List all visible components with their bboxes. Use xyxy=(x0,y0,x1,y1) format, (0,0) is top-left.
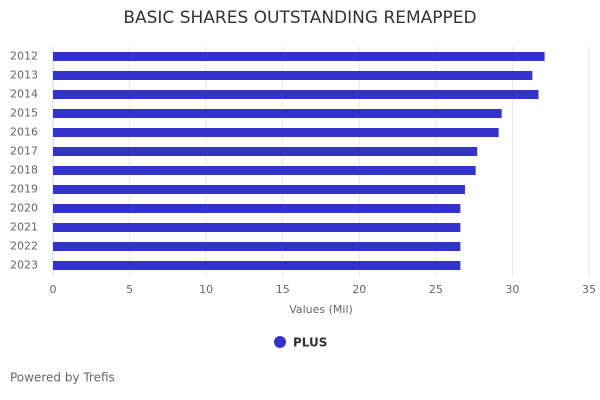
y-tick-label: 2022 xyxy=(10,240,38,253)
x-tick-label: 20 xyxy=(352,283,366,296)
bar xyxy=(53,261,461,270)
legend-label: PLUS xyxy=(293,336,327,350)
credit: Powered by Trefis xyxy=(10,371,115,385)
bar xyxy=(53,166,476,175)
bar xyxy=(53,223,461,232)
x-tick-label: 35 xyxy=(582,283,596,296)
legend-marker xyxy=(274,336,286,348)
x-tick-label: 15 xyxy=(276,283,290,296)
y-tick-label: 2016 xyxy=(10,126,38,139)
x-tick-label: 0 xyxy=(50,283,57,296)
bar xyxy=(53,204,461,213)
bar xyxy=(53,71,533,80)
bar xyxy=(53,52,545,61)
x-axis-label: Values (Mil) xyxy=(289,303,353,316)
y-tick-label: 2017 xyxy=(10,145,38,158)
bar xyxy=(53,90,539,99)
y-tick-label: 2018 xyxy=(10,164,38,177)
y-tick-label: 2014 xyxy=(10,88,38,101)
bar xyxy=(53,128,499,137)
y-tick-label: 2012 xyxy=(10,50,38,63)
bar xyxy=(53,242,461,251)
y-tick-label: 2021 xyxy=(10,221,38,234)
x-tick-label: 10 xyxy=(199,283,213,296)
y-tick-label: 2023 xyxy=(10,259,38,272)
bar xyxy=(53,109,502,118)
x-tick-label: 25 xyxy=(429,283,443,296)
y-tick-label: 2020 xyxy=(10,202,38,215)
chart-title: BASIC SHARES OUTSTANDING REMAPPED xyxy=(123,8,476,28)
bar xyxy=(53,185,465,194)
y-tick-label: 2019 xyxy=(10,183,38,196)
x-tick-label: 5 xyxy=(126,283,133,296)
y-tick-label: 2015 xyxy=(10,107,38,120)
bar xyxy=(53,147,478,156)
x-tick-label: 30 xyxy=(505,283,519,296)
y-tick-label: 2013 xyxy=(10,69,38,82)
